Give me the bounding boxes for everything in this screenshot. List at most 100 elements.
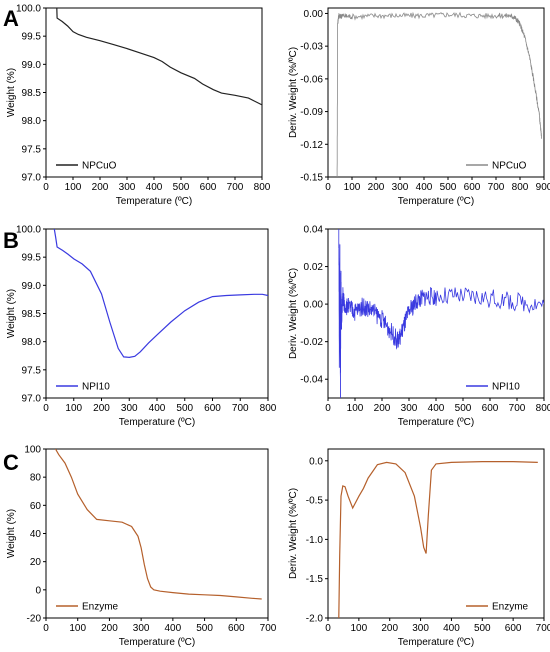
y-tick-label: 0: [35, 585, 41, 596]
series-line: [53, 229, 268, 359]
x-tick-label: 100: [65, 182, 82, 193]
y-tick-label: -0.03: [300, 42, 323, 53]
panel-letter-c: C: [3, 450, 19, 475]
legend-label: NPCuO: [492, 161, 527, 172]
y-tick-label: 0.00: [304, 300, 324, 311]
legend-label: NPCuO: [82, 161, 117, 172]
series-line: [336, 11, 542, 177]
y-tick-label: -20: [27, 614, 42, 625]
plot-frame: [45, 7, 263, 178]
x-tick-label: 200: [93, 403, 110, 414]
y-tick-label: -1.0: [306, 535, 324, 546]
x-tick-label: 600: [200, 182, 217, 193]
y-tick-label: 80: [30, 473, 42, 484]
y-tick-label: 97.0: [22, 173, 42, 184]
y-axis-label: Deriv. Weight (%/ºC): [288, 47, 299, 138]
x-tick-label: 600: [204, 403, 221, 414]
x-tick-label: 700: [509, 403, 526, 414]
chart-B-deriv: 0 100 200 300 400 500 600 700 800 0.04 0.02 0.00 -0.…: [288, 225, 550, 429]
x-tick-label: 400: [146, 182, 163, 193]
y-tick-label: 98.0: [22, 116, 42, 127]
y-tick-label: 99.0: [22, 281, 42, 292]
x-tick-label: 100: [344, 182, 361, 193]
y-tick-label: 60: [30, 501, 42, 512]
y-tick-label: 20: [30, 557, 42, 568]
x-tick-label: 300: [133, 623, 150, 634]
x-tick-label: 300: [401, 403, 418, 414]
y-axis-label: Weight (%): [6, 68, 17, 117]
plot-frame: [327, 7, 545, 178]
chart-A-deriv: 0 100 200 300 400 500 600 700 800 900 0.00 -0.03 -0.…: [288, 7, 550, 207]
x-tick-label: 800: [254, 182, 271, 193]
y-tick-label: -2.0: [306, 614, 324, 625]
chart-A-weight: 0 100 200 300 400 500 600 700 800 97.0 97.5 98.0 98.…: [6, 4, 271, 208]
x-axis-label: Temperature (ºC): [119, 417, 195, 428]
y-axis-label: Deriv. Weight (%/ºC): [288, 488, 299, 579]
y-tick-label: 98.5: [22, 88, 42, 99]
y-tick-label: -0.15: [300, 173, 323, 184]
x-tick-label: 100: [351, 623, 368, 634]
x-axis-label: Temperature (ºC): [116, 196, 192, 207]
legend-label: NPI10: [82, 382, 110, 393]
x-tick-label: 300: [412, 623, 429, 634]
x-tick-label: 0: [43, 623, 49, 634]
x-tick-label: 200: [92, 182, 109, 193]
x-tick-label: 300: [119, 182, 136, 193]
y-tick-label: 98.0: [22, 337, 42, 348]
x-tick-label: 800: [536, 403, 550, 414]
y-tick-label: 99.0: [22, 60, 42, 71]
y-tick-label: -1.5: [306, 574, 324, 585]
y-tick-label: -0.12: [300, 140, 323, 151]
y-tick-label: 40: [30, 529, 42, 540]
y-tick-label: 99.5: [22, 253, 42, 264]
x-tick-label: 600: [505, 623, 522, 634]
y-axis-label: Weight (%): [6, 289, 17, 338]
y-tick-label: 0.00: [304, 9, 324, 20]
x-tick-label: 600: [464, 182, 481, 193]
chart-C-weight: 0 100 200 300 400 500 600 700-20020406080100Tem…: [6, 445, 277, 649]
y-tick-label: 97.5: [22, 365, 42, 376]
x-tick-label: 0: [325, 623, 331, 634]
series-line: [54, 449, 262, 600]
x-tick-label: 200: [368, 182, 385, 193]
x-tick-label: 300: [392, 182, 409, 193]
x-tick-label: 300: [121, 403, 138, 414]
x-tick-label: 700: [227, 182, 244, 193]
legend-label: Enzyme: [492, 602, 529, 613]
plot-frame: [327, 448, 545, 619]
x-tick-label: 400: [165, 623, 182, 634]
x-tick-label: 0: [43, 182, 49, 193]
x-tick-label: 700: [488, 182, 505, 193]
x-tick-label: 200: [101, 623, 118, 634]
series-line: [338, 461, 538, 618]
x-tick-label: 500: [440, 182, 457, 193]
x-tick-label: 700: [536, 623, 550, 634]
legend-label: Enzyme: [82, 602, 119, 613]
y-tick-label: 99.5: [22, 32, 42, 43]
plot-frame: [45, 228, 269, 399]
x-tick-label: 600: [228, 623, 245, 634]
series-line: [56, 8, 262, 106]
plot-frame: [45, 448, 269, 619]
y-tick-label: -0.04: [300, 375, 323, 386]
x-tick-label: 0: [43, 403, 49, 414]
x-tick-label: 800: [260, 403, 277, 414]
x-tick-label: 0: [325, 403, 331, 414]
x-tick-label: 900: [536, 182, 550, 193]
x-tick-label: 500: [176, 403, 193, 414]
y-axis-label: Deriv. Weight (%/ºC): [288, 268, 299, 359]
series-line: [338, 229, 544, 398]
y-tick-label: 0.02: [304, 262, 324, 273]
x-tick-label: 200: [381, 623, 398, 634]
panel-letter-b: B: [3, 228, 19, 253]
x-tick-label: 500: [173, 182, 190, 193]
x-tick-label: 500: [474, 623, 491, 634]
x-tick-label: 800: [512, 182, 529, 193]
x-tick-label: 400: [149, 403, 166, 414]
x-tick-label: 400: [416, 182, 433, 193]
x-tick-label: 500: [196, 623, 213, 634]
y-tick-label: -0.06: [300, 74, 323, 85]
y-tick-label: -0.02: [300, 337, 323, 348]
x-tick-label: 700: [232, 403, 249, 414]
